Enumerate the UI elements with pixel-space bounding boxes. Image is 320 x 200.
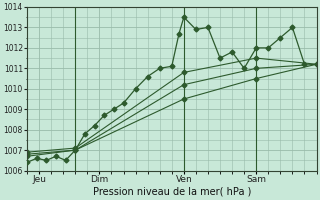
X-axis label: Pression niveau de la mer( hPa ): Pression niveau de la mer( hPa ) [92,187,251,197]
